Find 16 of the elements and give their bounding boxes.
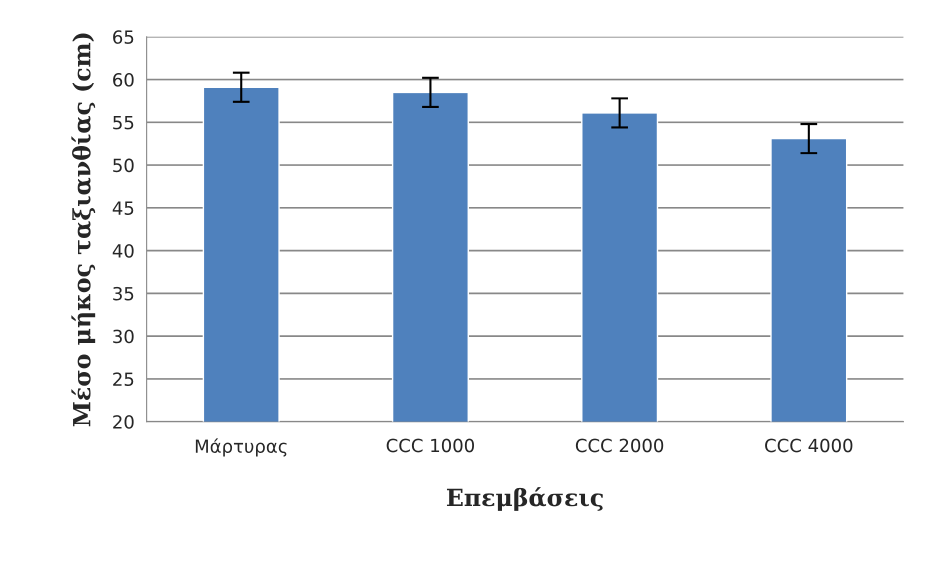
y-tick-label: 65 bbox=[113, 30, 134, 44]
y-tick-label: 40 bbox=[112, 244, 134, 258]
x-tick-label: CCC 2000 bbox=[576, 438, 664, 452]
y-tick-label: 45 bbox=[112, 202, 134, 215]
x-axis-title: Επεμβάσεις bbox=[446, 487, 603, 511]
y-tick-label: 30 bbox=[113, 330, 134, 344]
y-tick-label: 55 bbox=[113, 116, 134, 130]
x-tick-label: CCC 1000 bbox=[386, 438, 474, 452]
y-tick-label: 20 bbox=[113, 415, 134, 429]
y-axis-title: Μέσο μήκος ταξιανθίας (cm) bbox=[71, 33, 96, 426]
y-tick-label: 60 bbox=[113, 73, 134, 87]
x-tick-label: Μάρτυρας bbox=[196, 438, 287, 457]
y-tick-label: 50 bbox=[113, 158, 134, 172]
y-tick-label: 25 bbox=[113, 372, 134, 386]
x-tick-label: CCC 4000 bbox=[765, 438, 852, 452]
y-tick-label: 35 bbox=[113, 286, 134, 300]
